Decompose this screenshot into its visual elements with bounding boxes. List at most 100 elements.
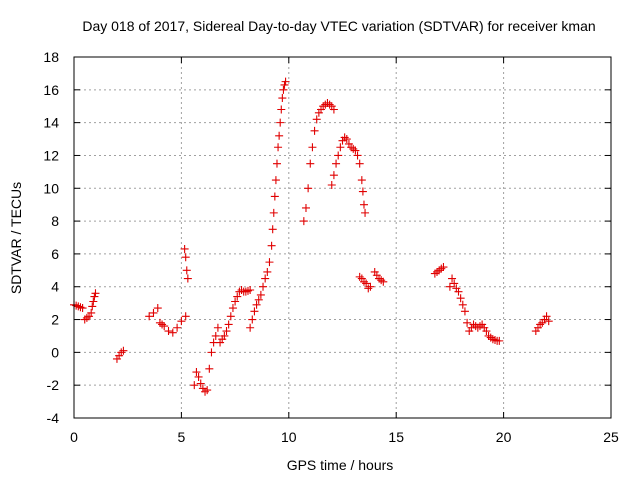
y-tick-label: 12 — [43, 147, 59, 163]
grid — [74, 57, 611, 418]
data-point — [450, 279, 459, 288]
data-point — [456, 294, 465, 303]
data-point — [280, 80, 289, 89]
data-point — [145, 312, 154, 321]
data-point — [194, 372, 203, 381]
data-point — [308, 143, 317, 152]
data-point — [351, 146, 360, 155]
data-point — [463, 318, 472, 327]
data-point — [299, 217, 308, 226]
data-point — [334, 151, 343, 160]
data-point — [246, 286, 255, 295]
data-point — [74, 302, 83, 311]
y-tick-label: 6 — [51, 246, 59, 262]
data-point — [357, 176, 366, 185]
data-point — [259, 282, 268, 291]
data-point — [482, 327, 491, 336]
y-tick-label: 4 — [51, 279, 59, 295]
x-tick-label: 5 — [178, 429, 186, 445]
data-point — [220, 331, 229, 340]
data-point — [265, 258, 274, 267]
data-point — [332, 159, 341, 168]
data-point — [182, 266, 191, 275]
data-point — [327, 180, 336, 189]
data-point — [183, 274, 192, 283]
data-point — [460, 307, 469, 316]
data-point — [281, 77, 290, 86]
data-point — [366, 282, 375, 291]
data-point — [203, 386, 212, 395]
data-point — [256, 290, 265, 299]
data-point — [89, 297, 98, 306]
data-point — [268, 225, 277, 234]
data-point — [222, 327, 231, 336]
data-point — [495, 336, 504, 345]
data-point — [272, 159, 281, 168]
data-point — [213, 323, 222, 332]
data-point — [173, 323, 182, 332]
data-point — [349, 144, 358, 153]
data-point — [119, 346, 128, 355]
data-point — [276, 118, 285, 127]
axes: 0 5 10 15 20 25 -4 -2 0 2 4 6 8 10 12 14 16 18 — [43, 49, 619, 445]
data-point — [263, 267, 272, 276]
data-point — [329, 105, 338, 114]
x-tick-label: 25 — [603, 429, 619, 445]
data-point — [355, 272, 364, 281]
x-tick-label: 20 — [496, 429, 512, 445]
chart-title: Day 018 of 2017, Sidereal Day-to-day VTE… — [82, 18, 595, 34]
data-point — [207, 348, 216, 357]
data-point — [358, 187, 367, 196]
data-point — [329, 171, 338, 180]
y-tick-label: 14 — [43, 115, 59, 131]
data-point — [448, 274, 457, 283]
data-point — [243, 286, 252, 295]
data-point — [454, 287, 463, 296]
data-point — [168, 328, 177, 337]
data-point — [91, 289, 100, 298]
data-point — [82, 313, 91, 322]
y-tick-label: 16 — [43, 82, 59, 98]
data-point — [542, 312, 551, 321]
data-point — [379, 277, 388, 286]
data-point — [301, 203, 310, 212]
data-point — [355, 159, 364, 168]
data-point — [158, 320, 167, 329]
y-tick-label: 2 — [51, 312, 59, 328]
data-point — [261, 274, 270, 283]
data-point — [87, 308, 96, 317]
data-point — [306, 159, 315, 168]
data-point — [233, 292, 242, 301]
data-point — [211, 331, 220, 340]
data-point — [190, 381, 199, 390]
data-point — [226, 312, 235, 321]
x-axis-label: GPS time / hours — [287, 457, 394, 473]
data-point — [278, 94, 287, 103]
data-point — [180, 244, 189, 253]
data-point — [88, 302, 97, 311]
data-point — [353, 151, 362, 160]
data-point — [160, 322, 169, 331]
y-tick-label: 8 — [51, 213, 59, 229]
data-point — [241, 287, 250, 296]
data-point — [270, 192, 279, 201]
data-point — [362, 279, 371, 288]
data-point — [153, 304, 162, 313]
data-point — [252, 300, 261, 309]
y-tick-label: 18 — [43, 49, 59, 65]
x-tick-label: 10 — [281, 429, 297, 445]
data-point — [279, 85, 288, 94]
data-point — [336, 143, 345, 152]
data-point — [377, 276, 386, 285]
y-axis-label: SDTVAR / TECUs — [8, 182, 24, 294]
data-point — [325, 100, 334, 109]
y-tick-label: 10 — [43, 180, 59, 196]
data-point — [271, 176, 280, 185]
data-point — [250, 307, 259, 316]
data-point — [228, 304, 237, 313]
data-point — [149, 308, 158, 317]
data-point — [181, 312, 190, 321]
data-point — [248, 315, 257, 324]
data-point — [458, 300, 467, 309]
